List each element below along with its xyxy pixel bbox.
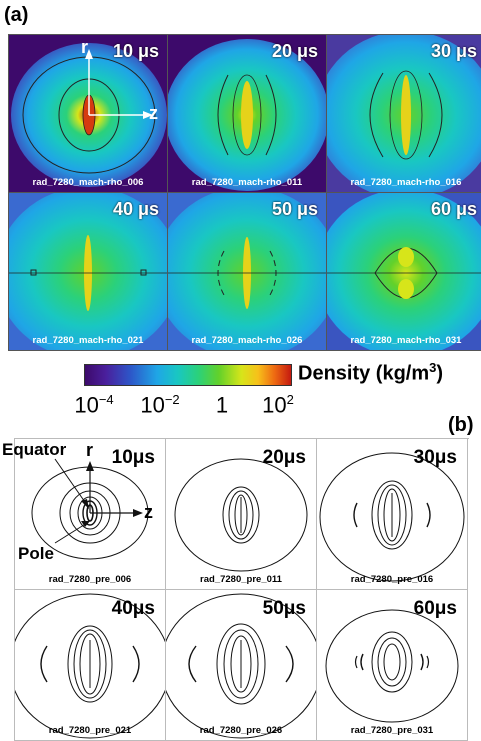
density-tile-50us: 50 μs rad_7280_mach-rho_026	[167, 192, 327, 351]
density-tile-10us: r z 10 μs rad_7280_mach-rho_006	[8, 34, 168, 193]
pressure-contour-image	[174, 458, 308, 572]
pressure-tile-60us: 60μs rad_7280_pre_031	[317, 590, 468, 741]
tile-caption: rad_7280_mach-rho_006	[32, 177, 144, 188]
axis-r-label: r	[86, 440, 94, 460]
density-map-image	[327, 193, 481, 350]
tile-caption: rad_7280_mach-rho_016	[350, 177, 462, 188]
pressure-tile-30us: 30μs rad_7280_pre_016	[317, 439, 468, 590]
tile-caption: rad_7280_pre_026	[199, 725, 283, 736]
tile-caption: rad_7280_pre_021	[48, 725, 132, 736]
colorbar-tick: 10−4	[74, 392, 113, 418]
tile-caption: rad_7280_mach-rho_026	[191, 335, 303, 346]
colorbar-title-main: Density (kg/m	[298, 362, 430, 385]
tile-caption: rad_7280_pre_031	[350, 725, 434, 736]
density-tile-20us: 20 μs rad_7280_mach-rho_011	[167, 34, 327, 193]
axis-z-label: z	[144, 502, 153, 522]
time-label: 50μs	[262, 598, 306, 619]
panel-a-label: (a)	[4, 4, 29, 26]
time-label: 20μs	[262, 447, 306, 468]
tile-caption: rad_7280_mach-rho_011	[191, 177, 303, 188]
density-tile-30us: 30 μs rad_7280_mach-rho_016	[326, 34, 481, 193]
colorbar-title-close: )	[436, 362, 444, 385]
tile-caption: rad_7280_mach-rho_021	[32, 335, 144, 346]
density-panel-grid: r z 10 μs rad_7280_mach-rho_006	[8, 34, 481, 352]
pressure-tile-20us: 20μs rad_7280_pre_011	[166, 439, 317, 590]
density-tile-60us: 60 μs rad_7280_mach-rho_031	[326, 192, 481, 351]
tick-exponent: −4	[98, 392, 114, 407]
pressure-contour-image	[319, 452, 465, 582]
tile-caption: rad_7280_pre_006	[48, 574, 132, 585]
time-label: 30μs	[413, 447, 457, 468]
time-label: 20 μs	[271, 41, 318, 61]
tile-caption: rad_7280_pre_016	[350, 574, 434, 585]
tile-caption: rad_7280_pre_011	[200, 574, 282, 585]
pressure-panel-grid: 10μs rad_7280_pre_006 20μs rad_7280_pre_…	[14, 438, 469, 741]
time-label: 10μs	[111, 447, 155, 468]
pressure-tile-10us: 10μs rad_7280_pre_006	[15, 439, 166, 590]
time-label: 60 μs	[430, 199, 477, 219]
axis-z-label: z	[149, 103, 158, 123]
density-colorbar	[84, 364, 292, 386]
pole-annotation: Pole	[18, 544, 54, 563]
density-map-image	[168, 193, 326, 350]
pressure-contour-image	[325, 609, 459, 723]
time-label: 30 μs	[430, 41, 477, 61]
colorbar-tick: 10−2	[140, 392, 179, 418]
tick-base: 10	[262, 392, 287, 418]
density-tile-40us: 40 μs rad_7280_mach-rho_021	[8, 192, 168, 351]
time-label: 40μs	[111, 598, 155, 619]
time-label: 60μs	[413, 598, 457, 619]
axis-r-label: r	[81, 37, 89, 57]
tick-base: 10	[74, 392, 99, 418]
pressure-contour-image	[166, 593, 316, 739]
colorbar-title-exponent: 3	[429, 360, 437, 375]
tick-base: 1	[215, 392, 229, 418]
time-label: 50 μs	[271, 199, 318, 219]
time-label: 40 μs	[112, 199, 159, 219]
colorbar-title: Density (kg/m3)	[298, 360, 443, 386]
pressure-tile-50us: 50μs rad_7280_pre_026	[166, 590, 317, 741]
colorbar-tick: 1	[216, 392, 228, 418]
pressure-contour-image	[31, 458, 149, 560]
time-label: 10 μs	[112, 41, 159, 61]
colorbar-tick: 102	[262, 392, 294, 418]
tick-base: 10	[140, 392, 165, 418]
pressure-contour-image	[15, 593, 165, 739]
tick-exponent: 2	[286, 392, 294, 407]
density-map-image	[9, 35, 167, 192]
tile-caption: rad_7280_mach-rho_031	[350, 335, 462, 346]
tick-exponent: −2	[164, 392, 180, 407]
equator-annotation: Equator	[2, 440, 67, 459]
density-map-image	[327, 35, 481, 192]
pressure-tile-40us: 40μs rad_7280_pre_021	[15, 590, 166, 741]
panel-b-label: (b)	[448, 414, 474, 436]
density-map-image	[168, 35, 326, 192]
density-map-image	[9, 193, 167, 350]
